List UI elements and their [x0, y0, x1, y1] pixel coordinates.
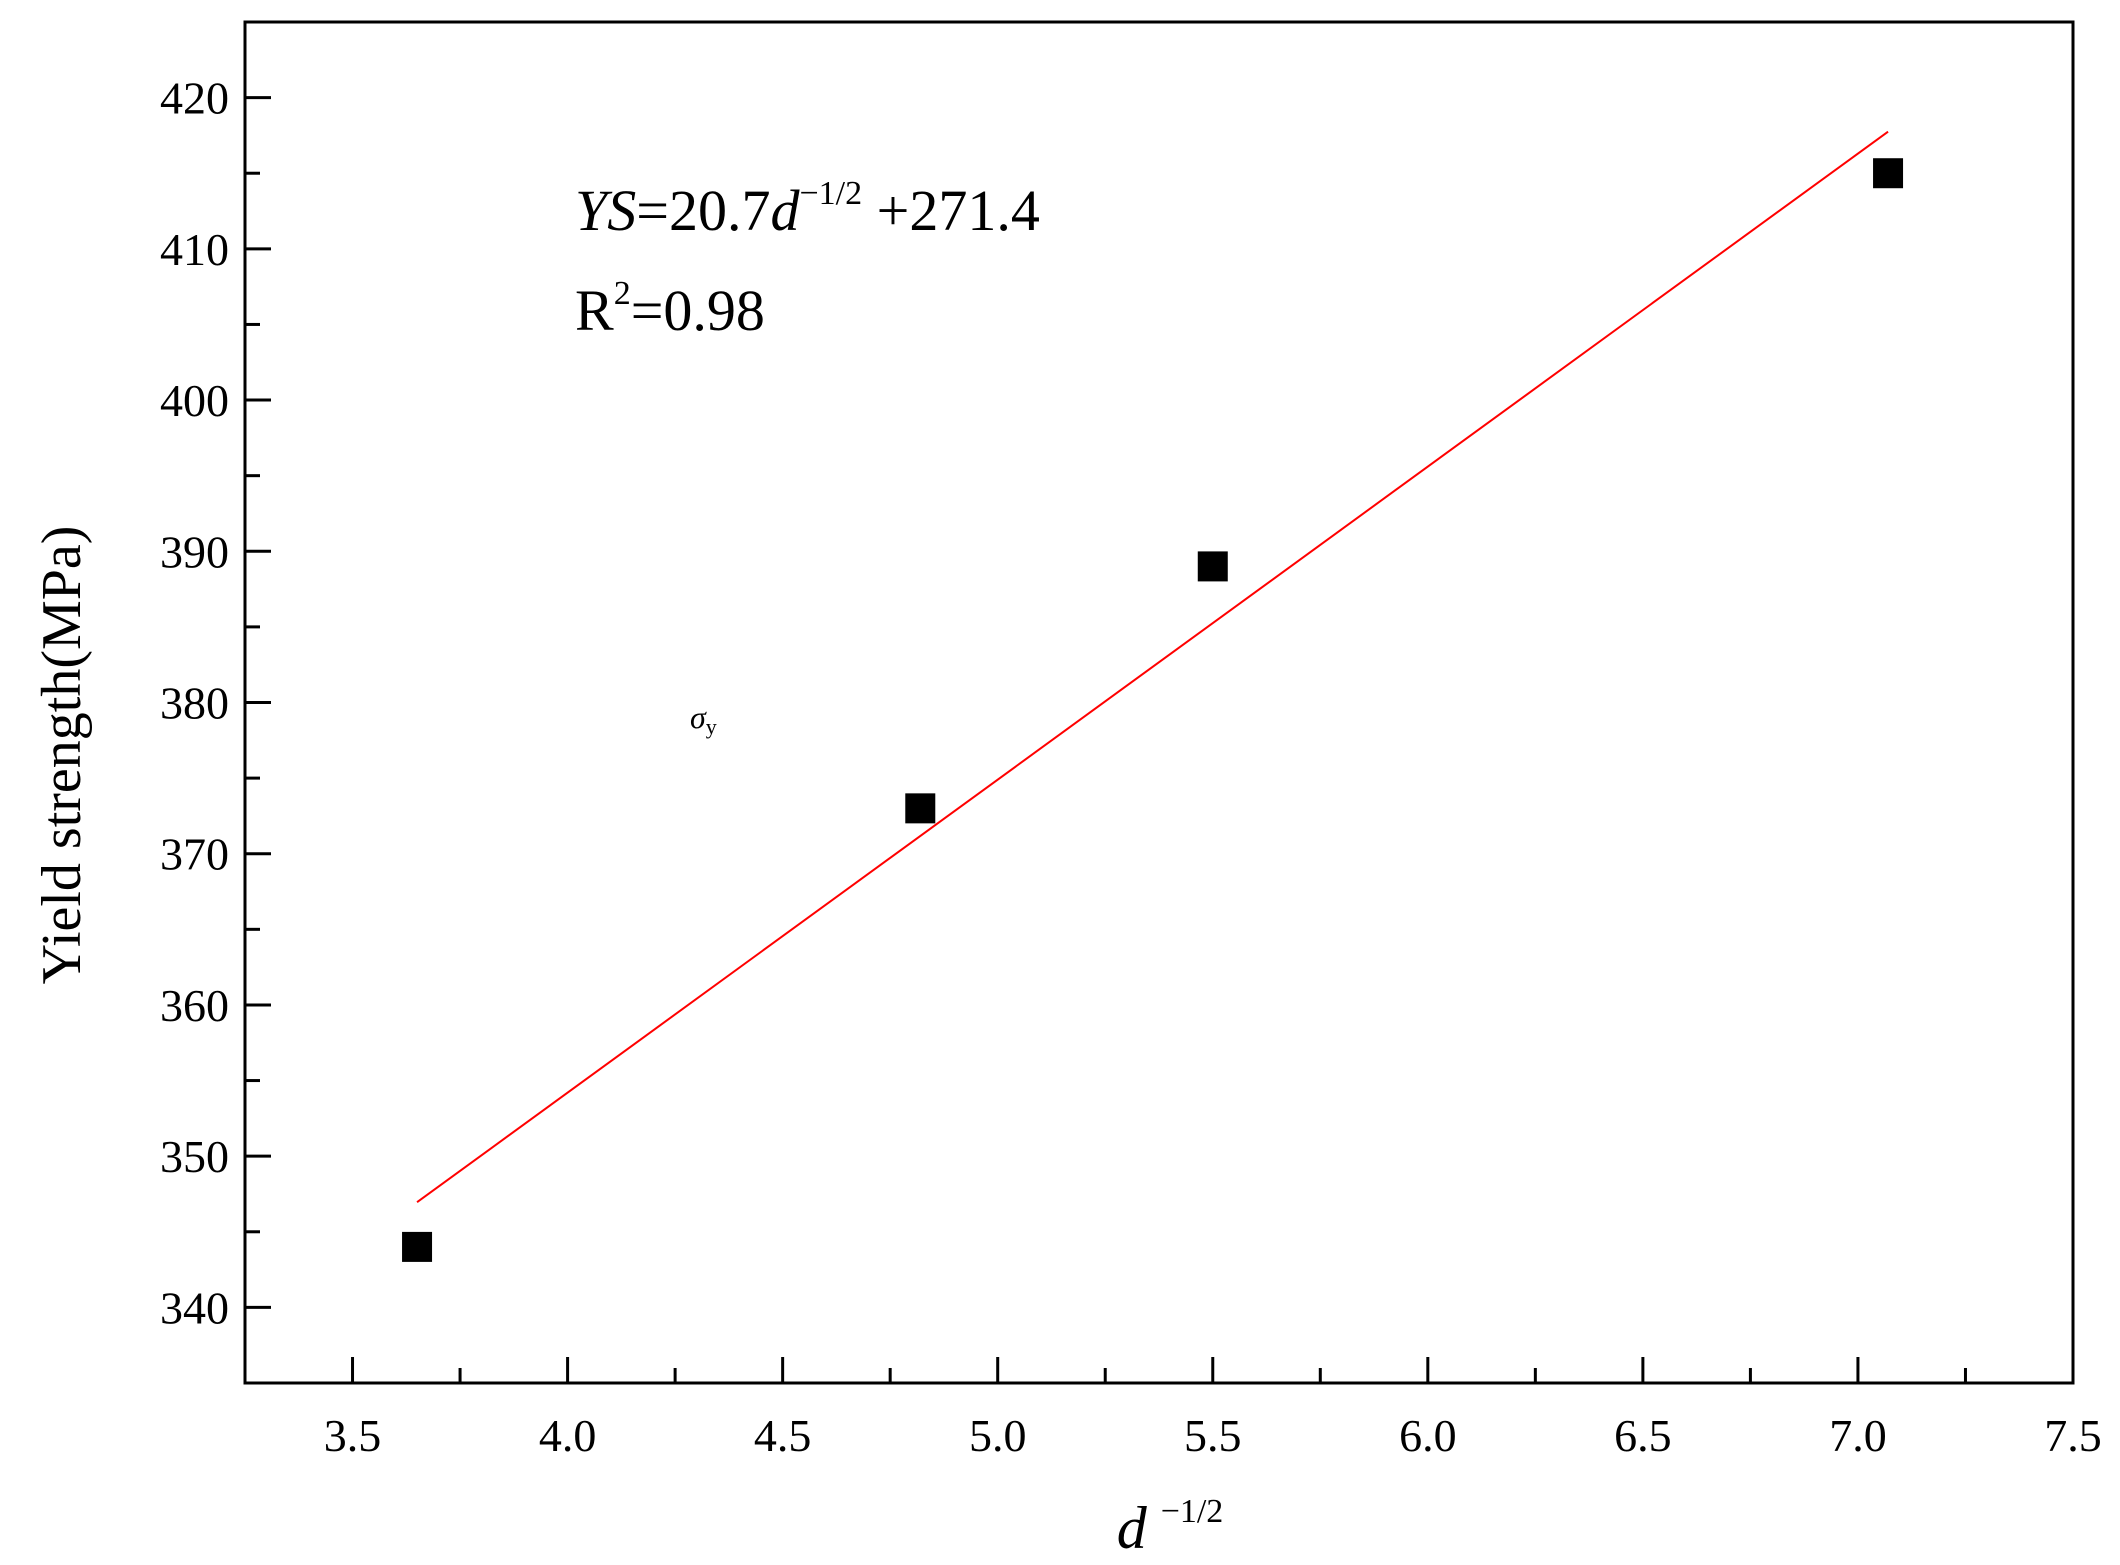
- y-tick-label: 390: [160, 526, 229, 577]
- y-tick-label: 410: [160, 224, 229, 275]
- plot-area: [243, 20, 2075, 1385]
- equation-ys: YS: [575, 178, 636, 243]
- y-tick-label: 340: [160, 1282, 229, 1333]
- x-axis-title: d −1/2: [1117, 1493, 1224, 1561]
- r-squared-annotation: R2=0.98: [575, 275, 765, 343]
- data-point: [905, 793, 936, 824]
- x-tick-label: 4.0: [539, 1410, 597, 1461]
- r2-value: =0.98: [631, 278, 765, 343]
- equation-exponent: −1/2: [799, 175, 862, 212]
- x-tick-label: 5.0: [969, 1410, 1027, 1461]
- r2-r: R: [575, 278, 614, 343]
- equation-coefficient: =20.7: [636, 178, 770, 243]
- x-axis-title-sup: −1/2: [1161, 1493, 1224, 1530]
- data-point: [1197, 551, 1228, 582]
- fit-line: [416, 130, 1889, 1204]
- plot-frame: [243, 20, 2075, 1385]
- equation-intercept: +271.4: [862, 178, 1040, 243]
- x-tick-label: 7.5: [2044, 1410, 2102, 1461]
- y-tick-label: 400: [160, 375, 229, 426]
- y-tick-label: 370: [160, 829, 229, 880]
- y-tick-label: 360: [160, 980, 229, 1031]
- fit-line-layer: [416, 130, 1889, 1204]
- x-tick-label: 7.0: [1829, 1410, 1887, 1461]
- x-tick-label: 3.5: [324, 1410, 382, 1461]
- equation-d: d: [770, 178, 800, 243]
- x-tick-label: 4.5: [754, 1410, 812, 1461]
- y-axis-title: Yield strength(MPa): [31, 526, 93, 985]
- sigma-subscript: y: [706, 714, 717, 739]
- x-axis-ticks: 3.5 4.0 4.5 5.0 5.5 6.0 6.5 7.0 7.5: [324, 1357, 2102, 1461]
- data-points-layer: [402, 158, 1904, 1262]
- y-tick-label: 350: [160, 1131, 229, 1182]
- y-axis-ticks: 340 350 360 370 380 390 400 410 420: [160, 73, 271, 1333]
- x-tick-label: 6.5: [1614, 1410, 1672, 1461]
- y-tick-label: 380: [160, 678, 229, 729]
- x-tick-label: 5.5: [1184, 1410, 1242, 1461]
- data-point: [402, 1231, 433, 1262]
- x-tick-label: 6.0: [1399, 1410, 1457, 1461]
- data-point: [1873, 158, 1904, 189]
- fit-equation: YS=20.7d−1/2 +271.4: [575, 175, 1040, 243]
- sigma-symbol: σ: [690, 699, 707, 735]
- x-axis-title-base: d: [1117, 1495, 1148, 1561]
- r2-superscript: 2: [614, 275, 631, 312]
- y-tick-label: 420: [160, 73, 229, 124]
- sigma-y-annotation: σy: [690, 699, 717, 739]
